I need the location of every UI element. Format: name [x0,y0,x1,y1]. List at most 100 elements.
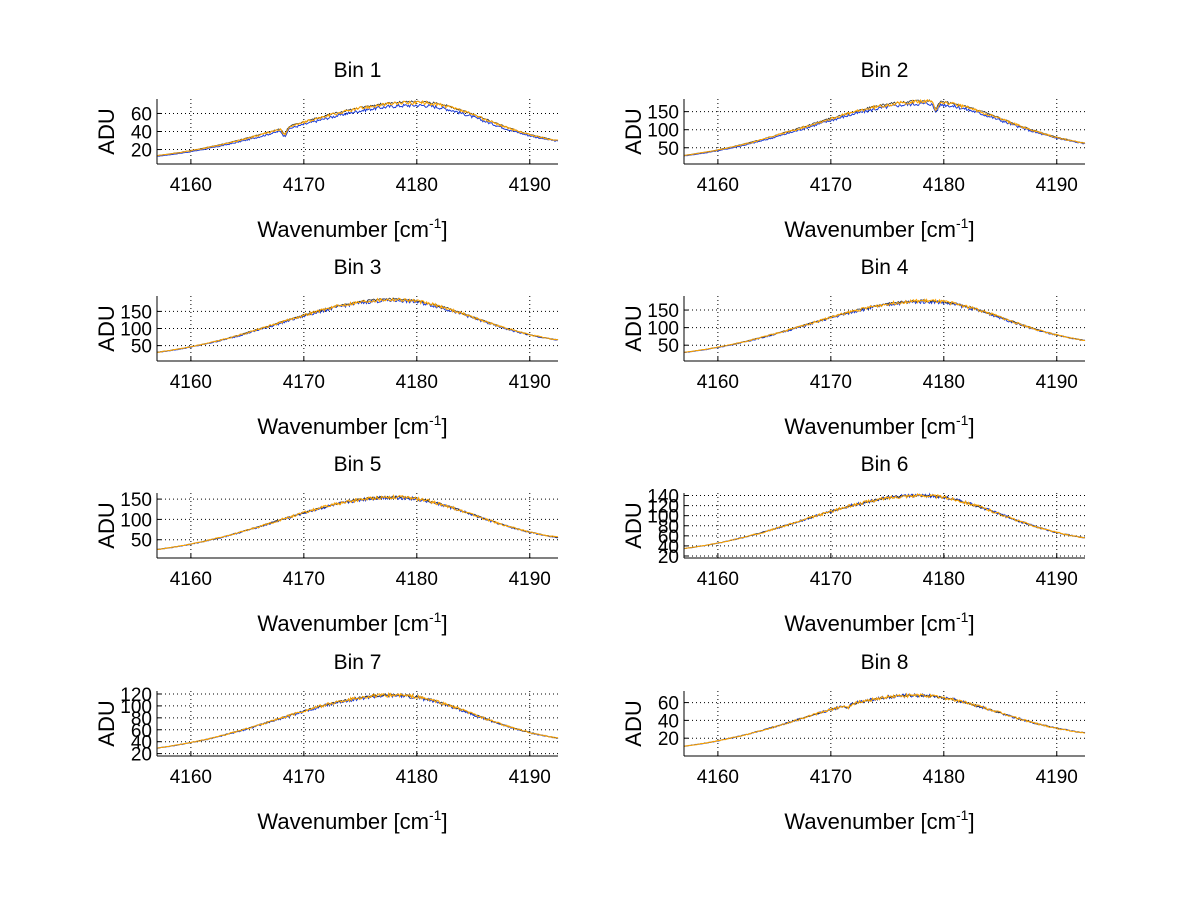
x-axis-label-exponent: -1 [956,215,969,231]
x-axis-label-bracket: ] [968,611,974,636]
x-tick-label: 4190 [509,372,551,393]
x-axis-label-exponent: -1 [429,609,442,625]
x-axis-label-bracket: ] [441,611,447,636]
x-tick-label: 4170 [283,175,325,196]
series-line-orange [156,493,559,550]
y-axis-label: ADU [94,108,119,154]
x-tick-label: 4180 [396,767,438,788]
y-tick-label: 50 [658,139,679,160]
x-axis-label-bracket: ] [968,414,974,439]
y-tick-label: 100 [647,319,679,340]
subplot-title: Bin 5 [334,453,382,476]
y-tick-label: 40 [658,537,679,558]
x-axis-label-text: Wavenumber [cm [257,809,429,834]
series-line-orange [683,692,1086,747]
x-axis-label-text: Wavenumber [cm [257,611,429,636]
y-tick-label: 40 [131,123,152,144]
y-tick-label: 60 [658,694,679,715]
x-axis-label-bracket: ] [968,217,974,242]
y-axis-label: ADU [621,305,646,351]
x-tick-label: 4170 [810,372,852,393]
x-tick-label: 4170 [283,569,325,590]
subplot-title: Bin 1 [334,59,382,82]
x-tick-label: 4170 [810,569,852,590]
y-tick-label: 60 [658,527,679,548]
x-tick-label: 4180 [396,372,438,393]
y-tick-label: 20 [131,141,152,162]
y-tick-label: 120 [647,497,679,518]
x-axis-label: Wavenumber [cm-1] [784,807,974,834]
x-tick-label: 4160 [697,175,739,196]
series-line-orange [156,691,559,749]
x-tick-label: 4160 [170,767,212,788]
x-axis-label-exponent: -1 [429,807,442,823]
y-tick-label: 50 [658,336,679,357]
x-axis-label: Wavenumber [cm-1] [257,215,447,242]
x-axis-label-text: Wavenumber [cm [257,414,429,439]
y-tick-label: 100 [120,510,152,531]
y-tick-label: 80 [658,517,679,538]
y-tick-label: 140 [647,487,679,508]
x-tick-label: 4160 [697,569,739,590]
subplot-title: Bin 7 [334,651,382,674]
x-axis-label-text: Wavenumber [cm [257,217,429,242]
x-axis-label-bracket: ] [441,809,447,834]
x-tick-label: 4180 [923,569,965,590]
x-tick-label: 4190 [509,175,551,196]
x-tick-label: 4190 [509,569,551,590]
x-axis-label: Wavenumber [cm-1] [257,412,447,439]
x-axis-label-bracket: ] [968,809,974,834]
y-tick-label: 100 [120,320,152,341]
y-tick-label: 80 [131,709,152,730]
x-axis-label-exponent: -1 [956,807,969,823]
subplot-title: Bin 2 [861,59,909,82]
y-tick-label: 40 [658,711,679,732]
x-axis-label-exponent: -1 [429,215,442,231]
y-tick-label: 100 [647,121,679,142]
y-tick-label: 150 [647,301,679,322]
y-tick-label: 20 [658,547,679,568]
x-axis-label-exponent: -1 [956,609,969,625]
y-axis-label: ADU [621,108,646,154]
x-axis-label-bracket: ] [441,414,447,439]
x-axis-label-text: Wavenumber [cm [784,414,956,439]
y-tick-label: 60 [131,104,152,125]
x-axis-label-exponent: -1 [956,412,969,428]
y-tick-label: 100 [647,507,679,528]
x-axis-label: Wavenumber [cm-1] [784,609,974,636]
series-line-orange [156,297,559,353]
x-tick-label: 4160 [697,372,739,393]
x-axis-label: Wavenumber [cm-1] [257,807,447,834]
x-tick-label: 4190 [1036,175,1078,196]
y-tick-label: 50 [131,531,152,552]
x-axis-label: Wavenumber [cm-1] [784,412,974,439]
series-line-blue [156,103,559,157]
x-tick-label: 4160 [170,569,212,590]
x-axis-label: Wavenumber [cm-1] [257,609,447,636]
y-tick-label: 40 [131,733,152,754]
x-tick-label: 4180 [923,767,965,788]
x-axis-label-bracket: ] [441,217,447,242]
y-tick-label: 120 [120,685,152,706]
x-tick-label: 4160 [170,372,212,393]
x-tick-label: 4170 [283,767,325,788]
x-tick-label: 4170 [810,767,852,788]
x-tick-label: 4190 [509,767,551,788]
series-line-orange [156,99,558,157]
y-tick-label: 100 [120,697,152,718]
x-tick-label: 4160 [697,767,739,788]
y-tick-label: 20 [658,729,679,750]
x-tick-label: 4160 [170,175,212,196]
subplot-6: Bin 6 4160 4170 4180 4190 20406080100120140AD… [621,453,1086,636]
y-tick-label: 60 [131,721,152,742]
x-axis-label: Wavenumber [cm-1] [784,215,974,242]
x-tick-label: 4180 [396,569,438,590]
subplot-title: Bin 8 [861,651,909,674]
x-tick-label: 4170 [283,372,325,393]
x-tick-label: 4190 [1036,569,1078,590]
